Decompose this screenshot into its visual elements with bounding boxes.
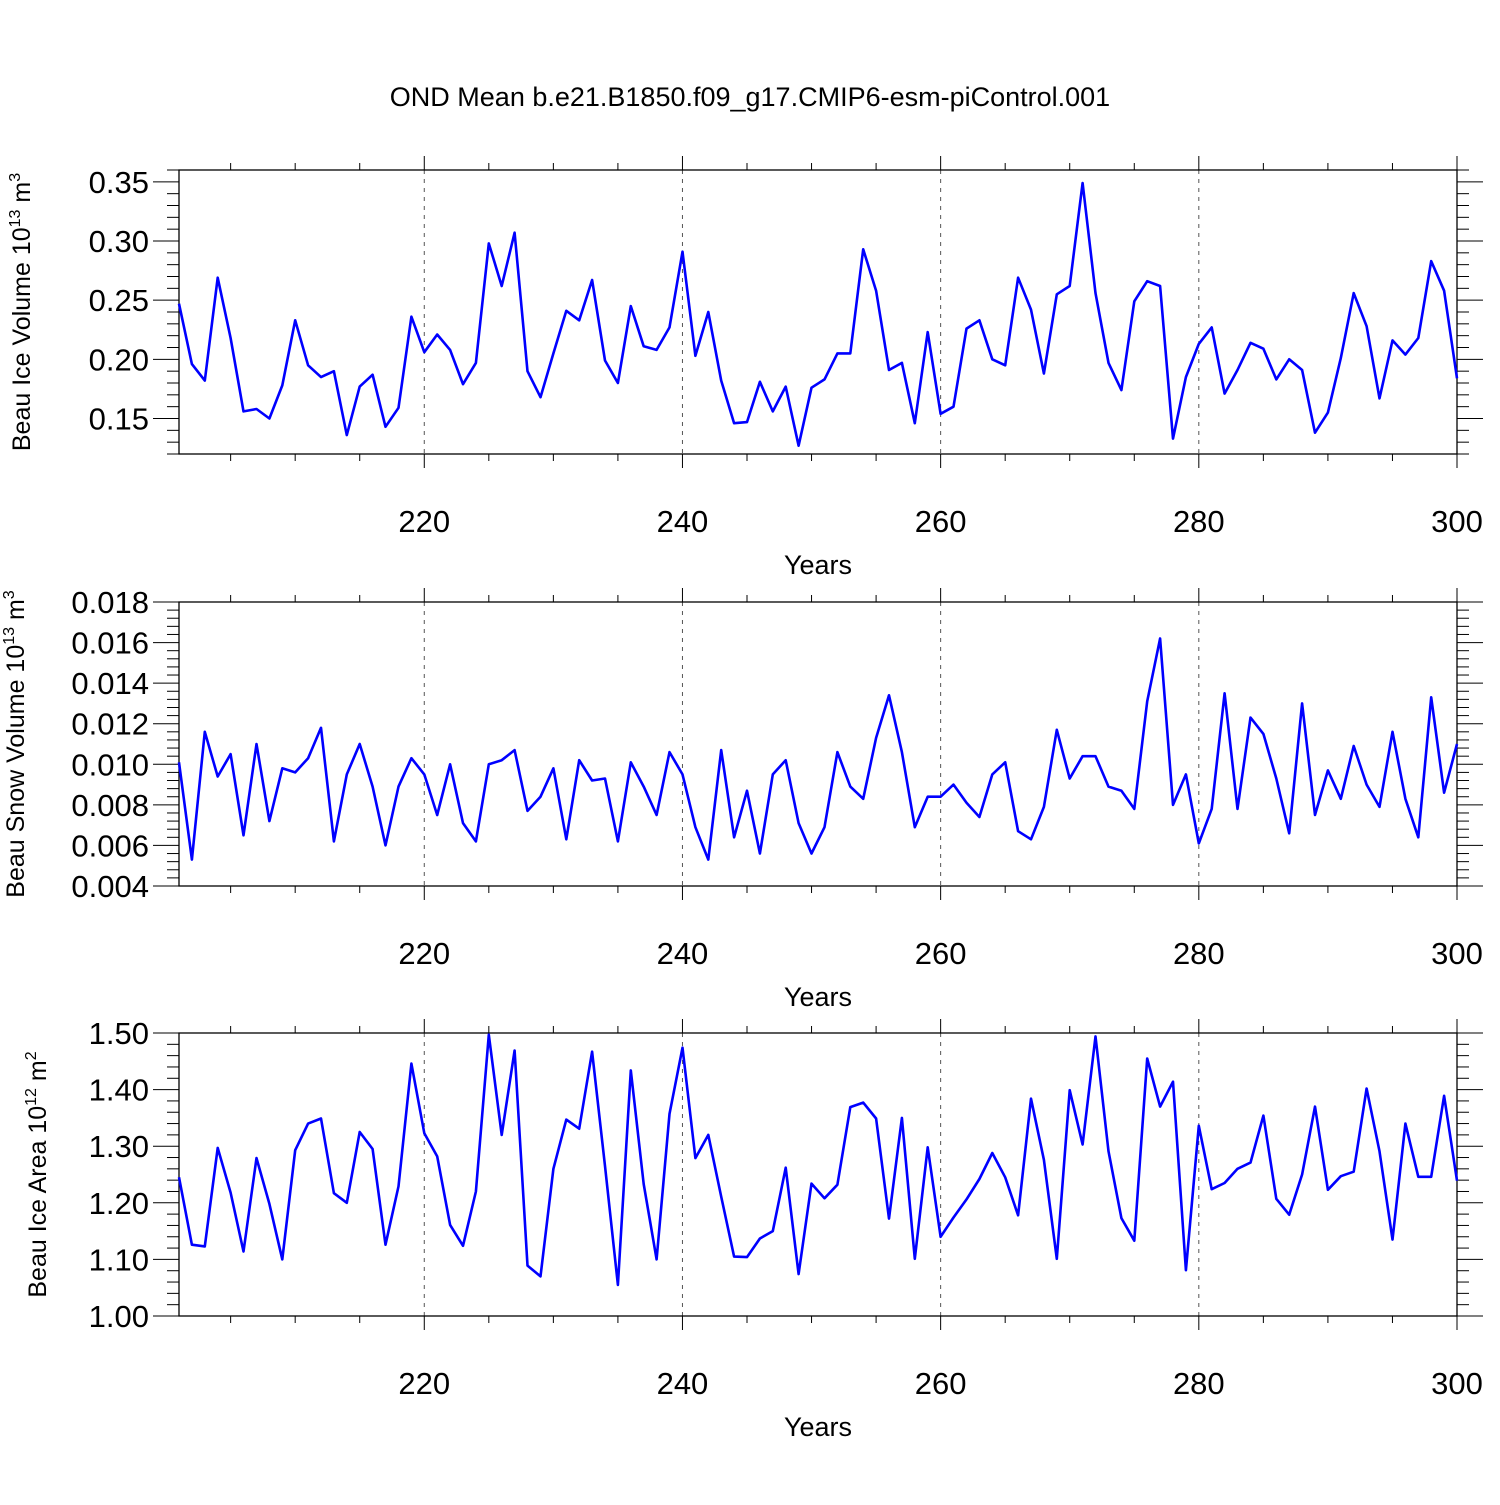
ice-volume-series-line <box>177 181 1459 448</box>
ice-area-y-axis-label: Beau Ice Area 1012 m2 <box>23 1051 52 1297</box>
snow-volume-x-tick-label: 280 <box>1173 936 1225 971</box>
ice-volume-y-tick-label: 0.20 <box>89 342 149 377</box>
figure-title: OND Mean b.e21.B1850.f09_g17.CMIP6-esm-p… <box>389 82 1111 112</box>
snow-volume-y-axis-label: Beau Snow Volume 1013 m3 <box>1 590 30 898</box>
ice-volume-x-tick-label: 280 <box>1173 504 1225 539</box>
ice-volume-y-label-text: Beau Ice Volume 10 <box>8 227 36 451</box>
snow-volume-y-label-unit-exponent: 3 <box>1 590 18 599</box>
ice-volume-x-tick-label: 220 <box>398 504 450 539</box>
ice-volume-y-tick-label: 0.35 <box>89 165 149 200</box>
ice-area-frame <box>178 1032 1458 1317</box>
ice-area-x-axis-label: Years <box>784 1412 852 1442</box>
snow-volume-y-label-exponent: 13 <box>1 627 18 645</box>
ice-area-y-tick-label: 1.30 <box>89 1129 149 1164</box>
ice-area-x-tick-label: 300 <box>1431 1366 1483 1401</box>
snow-volume-y-tick-label: 0.016 <box>71 626 149 661</box>
ice-volume-panel: 0.15 0.20 0.25 0.30 0.35 220 240 260 280 300 Years… <box>7 156 1483 580</box>
ice-volume-x-axis-label: Years <box>784 550 852 580</box>
snow-volume-y-label-unit: m <box>2 599 30 627</box>
snow-volume-y-tick-label: 0.006 <box>71 828 149 863</box>
ice-volume-x-tick-label: 240 <box>657 504 709 539</box>
ice-area-panel: 1.00 1.10 1.20 1.30 1.40 1.50 220 240 260 280 300 Y… <box>23 1016 1483 1442</box>
ice-area-y-label-text: Beau Ice Area 10 <box>24 1106 52 1298</box>
ice-area-y-label-unit: m <box>24 1060 52 1088</box>
snow-volume-y-label-text: Beau Snow Volume 10 <box>2 645 30 898</box>
ice-area-x-tick-label: 220 <box>398 1366 450 1401</box>
ice-volume-y-axis-label: Beau Ice Volume 1013 m3 <box>7 173 36 451</box>
ice-volume-frame <box>178 169 1458 455</box>
snow-volume-x-tick-label: 300 <box>1431 936 1483 971</box>
ice-volume-x-tick-label: 300 <box>1431 504 1483 539</box>
ice-area-series-line <box>177 1033 1459 1287</box>
ice-volume-y-tick-label: 0.30 <box>89 224 149 259</box>
ice-area-y-label-exponent: 12 <box>23 1088 40 1106</box>
ice-area-y-tick-label: 1.00 <box>89 1299 149 1334</box>
snow-volume-y-tick-label: 0.012 <box>71 707 149 742</box>
snow-volume-panel: 0.004 0.006 0.008 0.010 0.012 0.014 0.016 0.018… <box>1 585 1483 1012</box>
ice-volume-y-label-exponent: 13 <box>7 209 24 227</box>
snow-volume-x-tick-label: 220 <box>398 936 450 971</box>
ice-area-x-tick-label: 280 <box>1173 1366 1225 1401</box>
ice-volume-y-label-unit-exponent: 3 <box>7 173 24 182</box>
snow-volume-x-tick-label: 240 <box>657 936 709 971</box>
ice-area-y-label-unit-exponent: 2 <box>23 1051 40 1060</box>
snow-volume-y-tick-label: 0.018 <box>71 585 149 620</box>
ice-area-x-tick-label: 260 <box>915 1366 967 1401</box>
ice-area-y-tick-label: 1.40 <box>89 1073 149 1108</box>
ice-volume-y-tick-label: 0.25 <box>89 283 149 318</box>
snow-volume-y-tick-label: 0.014 <box>71 666 149 701</box>
snow-volume-x-axis-label: Years <box>784 982 852 1012</box>
ice-volume-y-label-unit: m <box>8 182 36 210</box>
ice-area-y-tick-label: 1.50 <box>89 1016 149 1051</box>
snow-volume-y-tick-label: 0.004 <box>71 869 149 904</box>
snow-volume-y-tick-label: 0.008 <box>71 788 149 823</box>
ice-area-y-tick-label: 1.20 <box>89 1186 149 1221</box>
ice-volume-x-tick-label: 260 <box>915 504 967 539</box>
snow-volume-y-tick-label: 0.010 <box>71 747 149 782</box>
ice-area-x-tick-label: 240 <box>657 1366 709 1401</box>
ice-area-y-tick-label: 1.10 <box>89 1242 149 1277</box>
snow-volume-series-line <box>177 637 1459 861</box>
ice-volume-y-tick-label: 0.15 <box>89 402 149 437</box>
snow-volume-x-tick-label: 260 <box>915 936 967 971</box>
